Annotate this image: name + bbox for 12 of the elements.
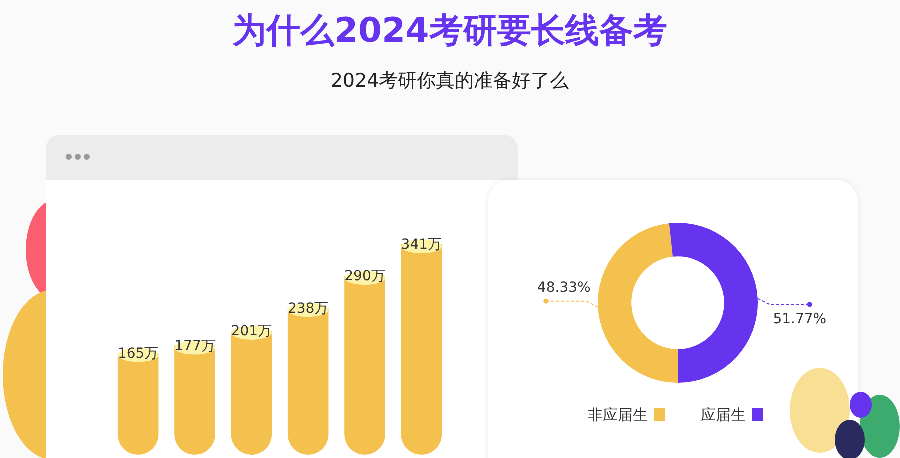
chart-subtitle: 2024考研你真的准备好了么 — [330, 69, 570, 94]
data-label: 290万 — [344, 268, 386, 285]
data-label: 177万 — [174, 338, 216, 354]
data-label: 201万 — [231, 324, 272, 340]
data-label: 51.77% — [773, 311, 827, 328]
data-label: 48.33% — [537, 280, 591, 296]
legend-label: 非应届生 — [588, 406, 649, 425]
data-label: 238万 — [288, 300, 329, 317]
data-label: 165万 — [118, 346, 159, 362]
legend-label: 应届生 — [701, 406, 747, 425]
data-label: 341万 — [401, 237, 442, 254]
chart-title: 为什么2024考研要长线备考 — [232, 10, 668, 53]
